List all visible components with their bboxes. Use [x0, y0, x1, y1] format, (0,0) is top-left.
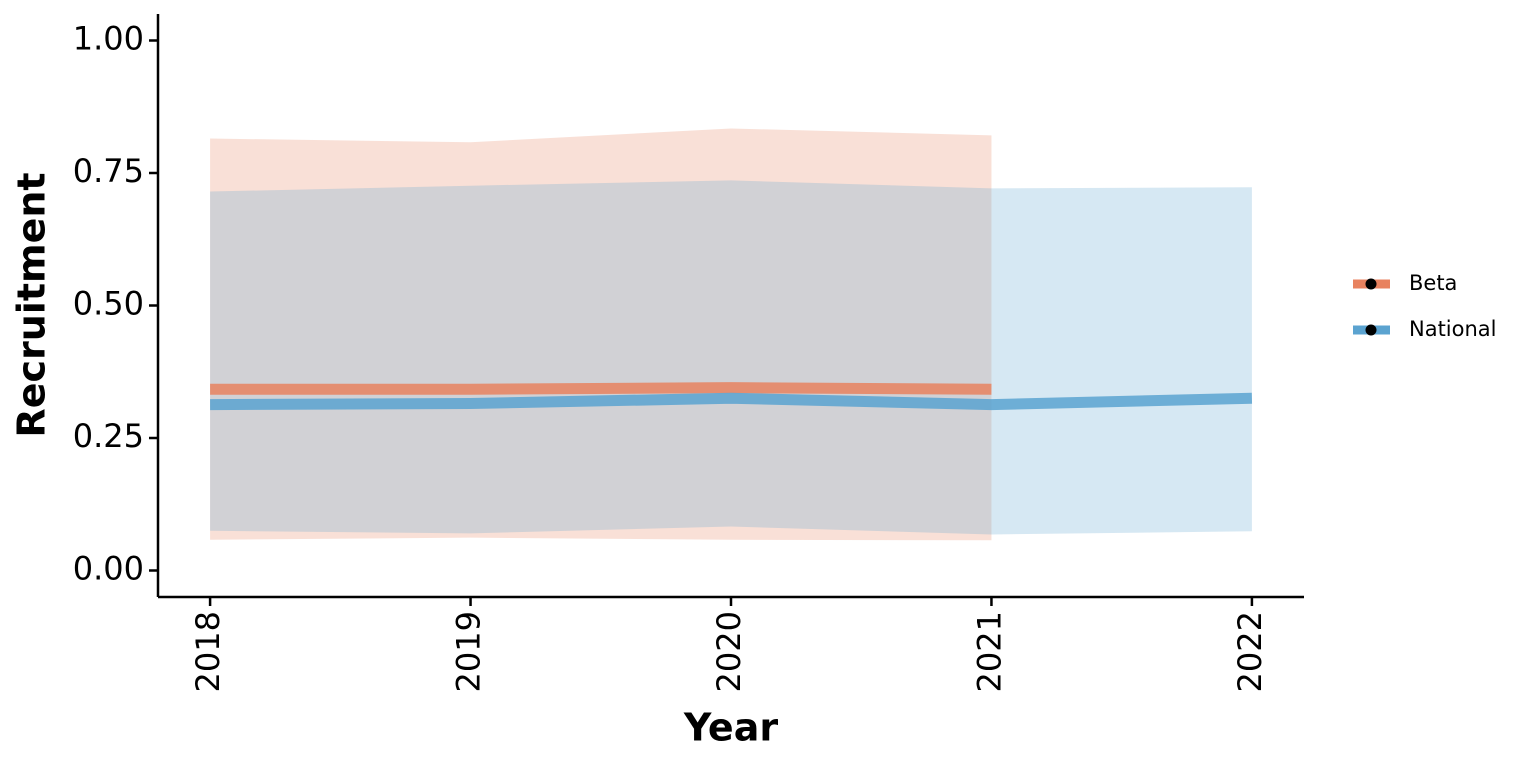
series-line	[210, 392, 1253, 411]
confidence-band	[210, 128, 992, 541]
y-tick-label: 1.00	[73, 20, 144, 58]
x-tick-label: 2018	[189, 611, 227, 692]
y-tick-label: 0.50	[73, 285, 144, 323]
y-tick-label: 0.75	[73, 152, 144, 190]
x-tick-label: 2022	[1231, 611, 1269, 692]
y-tick-label: 0.00	[73, 550, 144, 588]
legend-label: National	[1409, 317, 1497, 341]
x-axis-label: Year	[683, 706, 778, 750]
legend-marker	[1365, 324, 1377, 336]
x-tick-label: 2020	[710, 611, 748, 692]
x-tick-label: 2019	[450, 611, 488, 692]
legend-marker	[1365, 278, 1377, 290]
x-tick-label: 2021	[970, 611, 1008, 692]
confidence-band	[210, 180, 1252, 535]
y-tick-label: 0.25	[73, 417, 144, 455]
legend-label: Beta	[1409, 271, 1457, 295]
y-axis-label: Recruitment	[10, 172, 54, 437]
series-line	[210, 382, 992, 395]
